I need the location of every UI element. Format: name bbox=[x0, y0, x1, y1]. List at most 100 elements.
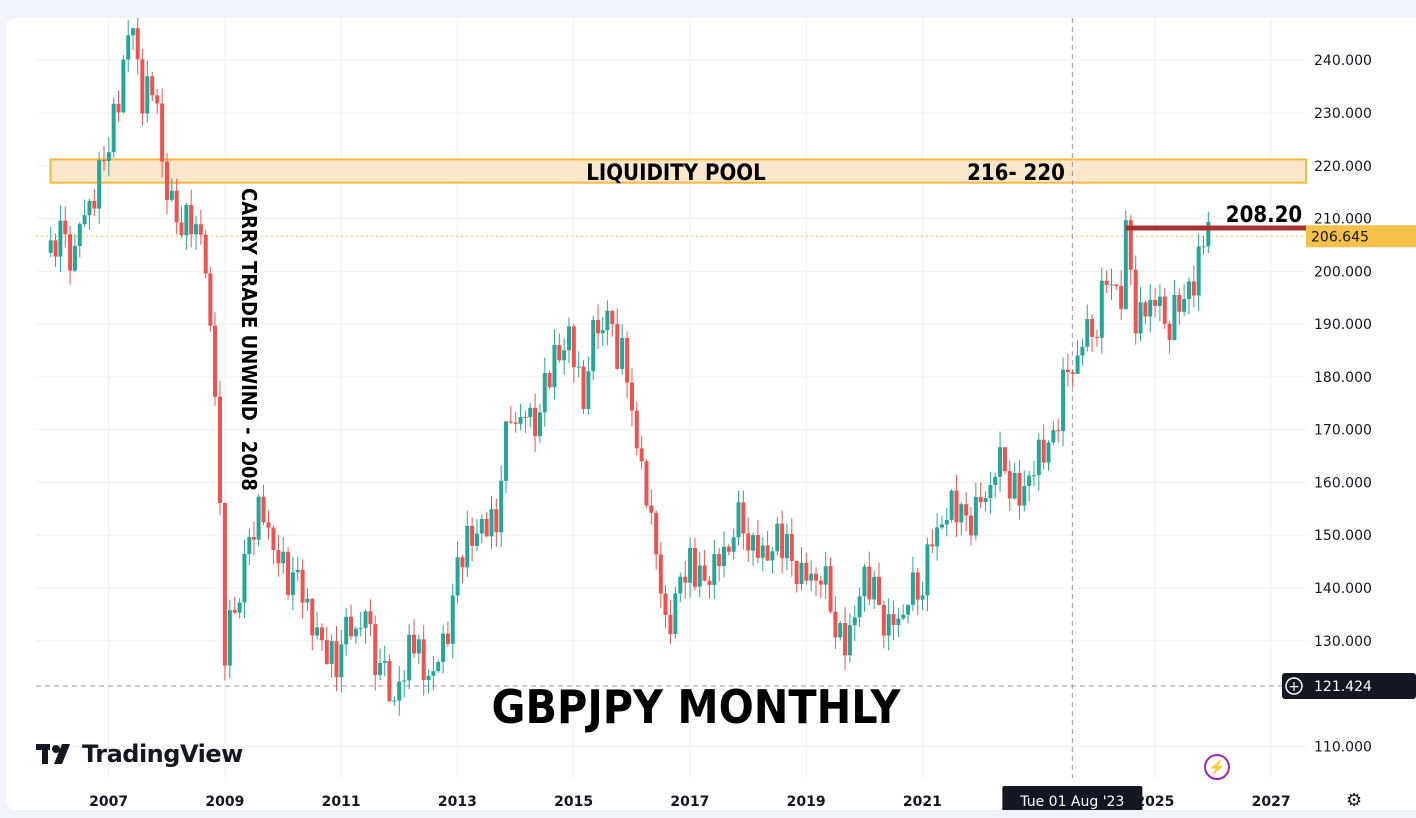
candle-body bbox=[198, 224, 203, 235]
x-tick-label: 2017 bbox=[670, 794, 709, 810]
gear-icon[interactable]: ⚙ bbox=[1346, 790, 1363, 810]
candle-body bbox=[847, 625, 852, 656]
candle-body bbox=[533, 407, 538, 437]
candle-body bbox=[964, 504, 969, 516]
candle-body bbox=[349, 616, 354, 637]
candle-body bbox=[247, 536, 252, 555]
candle-body bbox=[983, 498, 988, 503]
candle-body bbox=[416, 639, 421, 654]
candle-body bbox=[508, 421, 513, 423]
candle-body bbox=[765, 545, 770, 561]
resistance-label: 208.20 bbox=[1226, 203, 1302, 228]
candle-body bbox=[140, 59, 145, 114]
candle-body bbox=[639, 448, 644, 462]
crosshair-time-label: Tue 01 Aug '23 bbox=[1019, 794, 1124, 810]
candle-body bbox=[436, 662, 441, 672]
candle-body bbox=[571, 326, 576, 368]
candle-body bbox=[1128, 220, 1133, 270]
crosshair-price-label: 121.424 bbox=[1314, 679, 1372, 695]
candle-body bbox=[392, 700, 397, 702]
candle-body bbox=[169, 190, 174, 200]
candle-body bbox=[1167, 323, 1172, 341]
candle-body bbox=[339, 644, 344, 678]
candle-body bbox=[1007, 471, 1012, 499]
lightning-icon[interactable]: ⚡ bbox=[1204, 754, 1230, 780]
candle-body bbox=[973, 496, 978, 536]
candle-body bbox=[542, 373, 547, 413]
candle-body bbox=[48, 240, 53, 253]
candle-body bbox=[1090, 318, 1095, 337]
y-tick-label: 220.000 bbox=[1314, 159, 1372, 175]
candle-body bbox=[1196, 246, 1201, 296]
candle-body bbox=[649, 505, 654, 513]
candle-body bbox=[576, 366, 581, 368]
candle-body bbox=[925, 544, 930, 596]
candle-body bbox=[445, 633, 450, 644]
candle-body bbox=[251, 536, 256, 540]
candle-body bbox=[324, 640, 329, 664]
candle-body bbox=[794, 560, 799, 585]
candle-body bbox=[566, 326, 571, 351]
candle-body bbox=[954, 490, 959, 523]
candle-body bbox=[804, 562, 809, 581]
candle-body bbox=[828, 566, 833, 612]
candle-body bbox=[891, 614, 896, 625]
candle-body bbox=[852, 617, 857, 626]
candle-body bbox=[876, 576, 881, 605]
candle-body bbox=[363, 611, 368, 628]
candle-body bbox=[145, 76, 150, 114]
y-tick-label: 110.000 bbox=[1314, 739, 1372, 755]
candlestick-chart[interactable]: 240.000 230.000 220.000 210.000 200.000 190.0… bbox=[6, 18, 1416, 810]
candle-body bbox=[1012, 472, 1017, 499]
current-price-box bbox=[1306, 225, 1416, 248]
candle-body bbox=[121, 59, 126, 113]
candle-body bbox=[784, 533, 789, 559]
candle-body bbox=[717, 554, 722, 567]
candle-body bbox=[179, 222, 184, 236]
candle-body bbox=[92, 200, 97, 209]
candle-body bbox=[1133, 269, 1138, 334]
candle-body bbox=[862, 566, 867, 597]
candle-body bbox=[707, 580, 712, 585]
candle-body bbox=[232, 610, 237, 613]
y-tick-label: 230.000 bbox=[1314, 106, 1372, 122]
candle-body bbox=[131, 28, 136, 36]
candle-body bbox=[513, 422, 518, 424]
candle-body bbox=[1114, 284, 1119, 287]
candle-body bbox=[654, 512, 659, 555]
candle-body bbox=[780, 523, 785, 559]
candle-body bbox=[731, 537, 736, 552]
candle-body bbox=[886, 614, 891, 636]
candle-body bbox=[358, 627, 363, 629]
candle-body bbox=[906, 604, 911, 615]
candle-body bbox=[1056, 430, 1061, 432]
candle-body bbox=[194, 224, 199, 235]
candle-body bbox=[1027, 475, 1032, 487]
candle-body bbox=[818, 580, 823, 585]
x-tick-label: 2013 bbox=[438, 794, 477, 810]
candle-body bbox=[460, 557, 465, 568]
candle-body bbox=[310, 598, 315, 636]
y-tick-label: 240.000 bbox=[1314, 53, 1372, 69]
candle-body bbox=[562, 350, 567, 361]
candle-body bbox=[596, 319, 601, 334]
candle-body bbox=[290, 572, 295, 595]
tradingview-logo: TradingView bbox=[36, 740, 243, 768]
candle-body bbox=[1123, 220, 1128, 309]
candle-body bbox=[949, 490, 954, 520]
candle-body bbox=[668, 614, 673, 634]
candle-body bbox=[1148, 299, 1153, 317]
candle-body bbox=[843, 623, 848, 656]
candle-body bbox=[625, 337, 630, 383]
x-tick-label: 2027 bbox=[1252, 794, 1291, 810]
candle-body bbox=[741, 502, 746, 534]
candle-body bbox=[620, 337, 625, 369]
candle-body bbox=[450, 595, 455, 644]
candle-body bbox=[775, 523, 780, 552]
candle-body bbox=[135, 28, 140, 60]
x-tick-label: 2011 bbox=[322, 794, 361, 810]
candle-body bbox=[1119, 286, 1124, 309]
candle-body bbox=[1051, 430, 1056, 443]
candle-body bbox=[629, 382, 634, 411]
candle-body bbox=[203, 234, 208, 274]
